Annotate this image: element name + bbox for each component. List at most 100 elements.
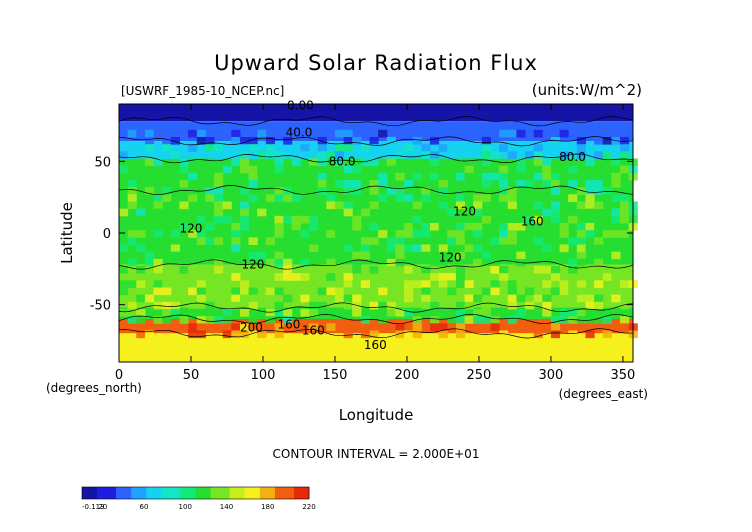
field-cell — [343, 136, 353, 145]
colorbar-swatch — [256, 487, 261, 499]
field-cell — [525, 287, 535, 296]
field-cell — [412, 323, 422, 331]
field-cell — [568, 237, 578, 245]
field-cell — [343, 129, 353, 138]
field-cell — [568, 287, 578, 296]
field-cell — [378, 129, 388, 138]
field-cell — [188, 323, 198, 331]
field-cell — [248, 330, 258, 339]
field-cell — [542, 158, 552, 167]
field-cell — [369, 158, 379, 167]
field-cell — [611, 129, 621, 138]
field-cell — [585, 187, 595, 195]
field-cell — [533, 265, 543, 274]
field-cell — [239, 222, 250, 231]
field-cell — [179, 158, 189, 167]
field-cell — [464, 158, 474, 167]
field-cell — [421, 301, 431, 310]
colorbar-swatch — [169, 487, 174, 499]
field-cell — [239, 308, 250, 317]
field-cell — [378, 194, 388, 202]
field-cell — [499, 165, 509, 174]
field-cell — [550, 172, 561, 181]
field-cell — [265, 136, 275, 145]
field-cell — [274, 287, 284, 296]
field-cell — [559, 151, 569, 159]
contour-label: 120 — [439, 250, 462, 264]
colorbar — [81, 486, 310, 500]
field-cell — [585, 273, 595, 281]
field-cell — [352, 294, 362, 303]
field-cell — [239, 287, 250, 296]
field-cell — [352, 187, 362, 195]
field-cell — [378, 172, 388, 181]
field-cell — [214, 208, 224, 217]
field-cell — [550, 287, 561, 296]
field-cell — [317, 151, 327, 159]
field-cell — [611, 294, 621, 303]
field-cell — [464, 294, 474, 303]
field-cell — [239, 144, 250, 152]
field-cell — [162, 308, 172, 317]
field-cell — [490, 237, 500, 245]
field-cell — [274, 301, 284, 310]
colorbar-swatch — [146, 487, 151, 499]
field-cell — [594, 215, 604, 224]
field-cell — [594, 187, 604, 195]
field-cell — [559, 179, 569, 188]
field-cell — [343, 251, 353, 260]
colorbar-swatch — [237, 487, 242, 499]
field-cell — [507, 201, 517, 210]
field-cell — [421, 230, 431, 238]
field-cell — [542, 308, 552, 317]
field-cell — [576, 187, 586, 195]
field-cell — [594, 258, 604, 267]
colorbar-swatch — [116, 487, 121, 499]
field-cell — [429, 301, 440, 310]
field-cell — [291, 230, 301, 238]
field-cell — [352, 215, 362, 224]
field-cell — [559, 287, 569, 296]
field-cell — [611, 179, 621, 188]
field-cell — [274, 308, 284, 317]
field-cell — [343, 165, 353, 174]
colorbar-tick-label: 140 — [220, 503, 233, 511]
colorbar-swatch — [210, 487, 215, 499]
field-cell — [576, 222, 586, 231]
colorbar-tick-label: 60 — [140, 503, 149, 511]
field-cell — [386, 244, 396, 253]
field-cell — [119, 165, 129, 174]
field-cell — [533, 165, 543, 174]
field-cell — [429, 323, 440, 331]
field-cell — [464, 244, 474, 253]
field-cell — [464, 222, 474, 231]
field-cell — [620, 165, 630, 174]
field-cell — [447, 237, 457, 245]
field-cell — [334, 237, 345, 245]
field-cell — [447, 265, 457, 274]
field-cell — [196, 323, 206, 331]
field-cell — [378, 179, 388, 188]
field-cell — [611, 208, 621, 217]
field-cell — [257, 222, 267, 231]
field-cell — [283, 265, 293, 274]
field-cell — [343, 158, 353, 167]
x-axis: 0 50 100 150 200 250 300 350 — [115, 104, 635, 383]
field-cell — [507, 230, 517, 238]
field-cell — [576, 201, 586, 210]
field-cell — [550, 330, 561, 339]
field-cell — [188, 230, 198, 238]
field-cell — [464, 301, 474, 310]
field-cell — [283, 258, 293, 267]
field-cell — [438, 273, 448, 281]
field-cell — [326, 172, 336, 181]
field-cell — [300, 244, 310, 253]
field-cell — [136, 222, 146, 231]
field-cell — [179, 215, 189, 224]
field-cell — [343, 301, 353, 310]
field-cell — [309, 308, 319, 317]
field-cell — [455, 222, 466, 231]
field-cell — [602, 330, 612, 339]
field-cell — [274, 158, 284, 167]
field-cell — [620, 208, 630, 217]
